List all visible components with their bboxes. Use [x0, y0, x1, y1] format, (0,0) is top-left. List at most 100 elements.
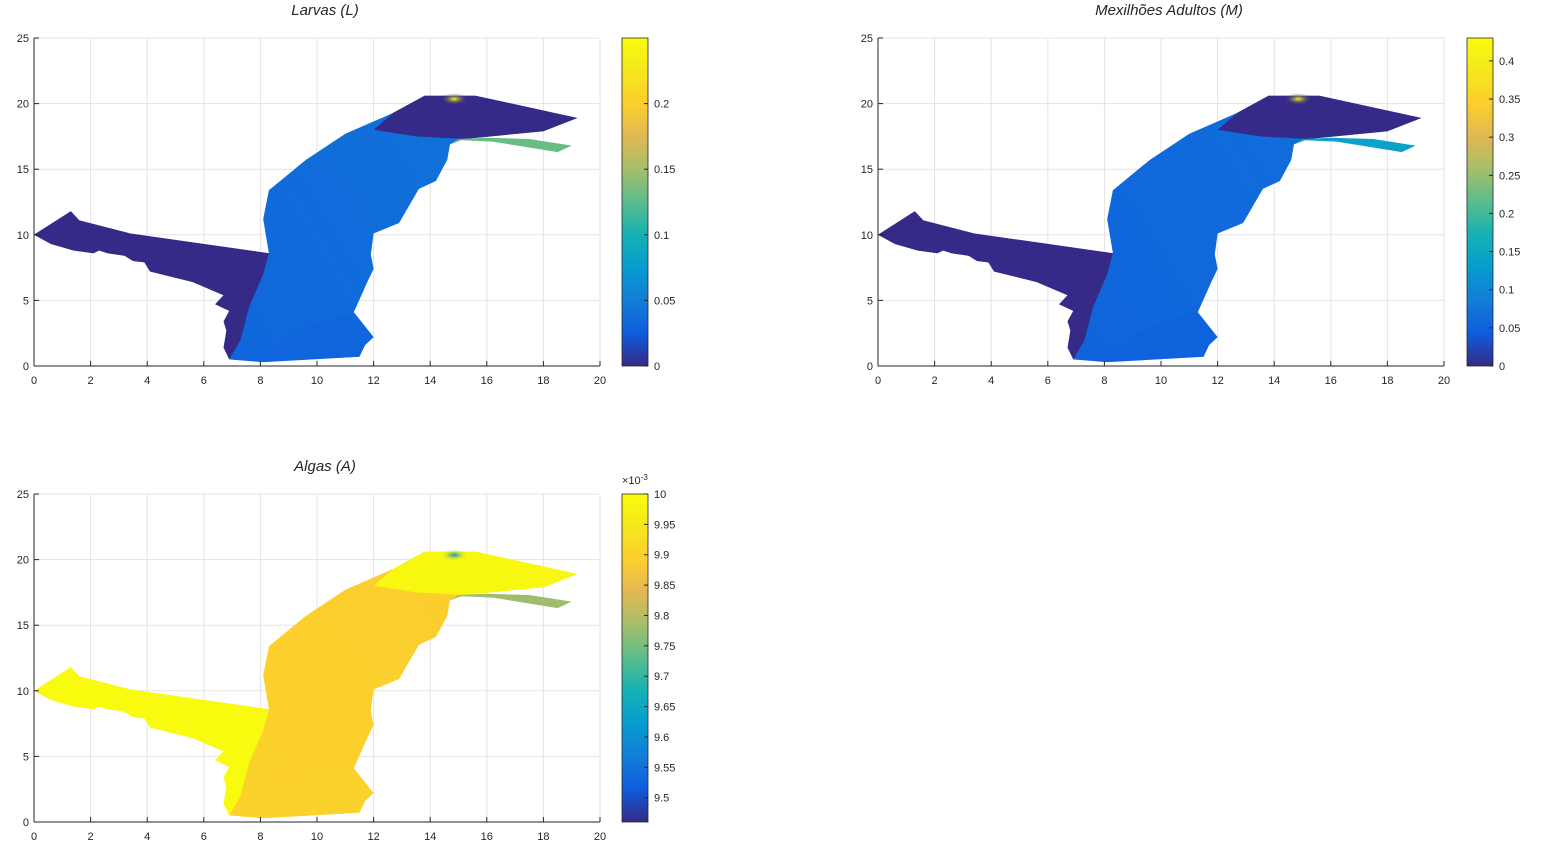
x-tick-label: 0 — [31, 375, 37, 387]
x-tick-label: 18 — [537, 375, 549, 387]
x-tick-label: 20 — [1438, 375, 1450, 387]
chart-panel-2: 0 2 4 6 8 10 12 14 16 18 20 0 5 10 15 20 25 Mexilhões Adu… — [861, 2, 1521, 387]
northeast-arm-region — [373, 551, 578, 595]
colorbar-tick-label: 0.2 — [654, 99, 669, 111]
colorbar — [1466, 37, 1494, 367]
y-tick-label: 25 — [861, 33, 873, 45]
y-tick-label: 5 — [23, 295, 29, 307]
colorbar-exponent-label: ×10-3 — [622, 473, 648, 487]
y-tick-label: 20 — [17, 555, 29, 567]
y-tick-label: 0 — [23, 361, 29, 373]
x-tick-label: 0 — [31, 831, 37, 843]
colorbar — [621, 37, 649, 367]
lower-basin-region — [229, 768, 374, 819]
chart-title: Larvas (L) — [291, 2, 359, 19]
hotspot-region — [1284, 93, 1313, 106]
y-tick-label: 10 — [861, 230, 873, 242]
x-tick-label: 12 — [367, 375, 379, 387]
colorbar-tick-label: 9.9 — [654, 550, 669, 562]
lower-basin-region — [229, 312, 374, 363]
y-tick-label: 0 — [867, 361, 873, 373]
colorbar-tick-label: 0.35 — [1499, 94, 1520, 106]
x-tick-label: 16 — [1325, 375, 1337, 387]
colorbar-tick-label: 0.3 — [1499, 132, 1514, 144]
colorbar — [621, 493, 649, 823]
x-tick-label: 6 — [1045, 375, 1051, 387]
estuary-basin — [34, 95, 578, 363]
estuary-basin — [34, 551, 578, 819]
colorbar-tick-label: 0.2 — [1499, 208, 1514, 220]
northeast-arm-region — [373, 95, 578, 139]
x-tick-label: 4 — [144, 375, 150, 387]
y-tick-label: 15 — [17, 620, 29, 632]
x-tick-label: 8 — [257, 831, 263, 843]
chart-title: Mexilhões Adultos (M) — [1095, 2, 1243, 19]
colorbar-tick-label: 0 — [1499, 361, 1505, 373]
colorbar-tick-label: 9.75 — [654, 641, 675, 653]
colorbar-tick-label: 9.95 — [654, 519, 675, 531]
lower-basin-region — [1073, 312, 1218, 363]
colorbar-tick-label: 9.65 — [654, 702, 675, 714]
west-channel-region — [878, 211, 1113, 360]
y-tick-label: 20 — [861, 99, 873, 111]
x-tick-label: 14 — [424, 831, 436, 843]
x-tick-label: 10 — [311, 831, 323, 843]
x-tick-label: 10 — [1155, 375, 1167, 387]
colorbar-tick-label: 9.5 — [654, 793, 669, 805]
west-channel-region — [34, 211, 269, 360]
x-tick-label: 20 — [594, 831, 606, 843]
y-tick-label: 0 — [23, 817, 29, 829]
x-tick-label: 2 — [88, 831, 94, 843]
colorbar-tick-label: 0 — [654, 361, 660, 373]
chart-panel-3: 0 2 4 6 8 10 12 14 16 18 20 0 5 10 15 20 25 Algas (A) 9.5 9… — [17, 458, 676, 843]
y-tick-label: 15 — [17, 164, 29, 176]
colorbar-tick-label: 9.8 — [654, 610, 669, 622]
x-tick-label: 16 — [481, 831, 493, 843]
colorbar-tick-label: 0.1 — [1499, 285, 1514, 297]
x-tick-label: 4 — [144, 831, 150, 843]
hotspot-region — [440, 93, 469, 106]
colorbar-tick-label: 9.7 — [654, 671, 669, 683]
colorbar-tick-label: 0.25 — [1499, 170, 1520, 182]
x-tick-label: 12 — [367, 831, 379, 843]
x-tick-label: 12 — [1211, 375, 1223, 387]
west-channel-region — [34, 667, 269, 816]
x-tick-label: 16 — [481, 375, 493, 387]
east-spur-region — [1294, 137, 1416, 153]
colorbar-tick-label: 0.4 — [1499, 56, 1514, 68]
y-tick-label: 5 — [23, 751, 29, 763]
x-tick-label: 14 — [424, 375, 436, 387]
x-tick-label: 2 — [88, 375, 94, 387]
x-tick-label: 2 — [932, 375, 938, 387]
x-tick-label: 6 — [201, 831, 207, 843]
colorbar-tick-label: 0.15 — [654, 164, 675, 176]
x-tick-label: 6 — [201, 375, 207, 387]
y-tick-label: 10 — [17, 686, 29, 698]
x-tick-label: 18 — [537, 831, 549, 843]
colorbar-tick-label: 10 — [654, 489, 666, 501]
y-tick-label: 5 — [867, 295, 873, 307]
x-tick-label: 8 — [1101, 375, 1107, 387]
chart-panel-1: 0 2 4 6 8 10 12 14 16 18 20 0 5 10 15 20 25 Larvas (L) 0 0.… — [17, 2, 676, 387]
x-tick-label: 4 — [988, 375, 994, 387]
hotspot-region — [440, 549, 469, 562]
x-tick-label: 14 — [1268, 375, 1280, 387]
colorbar-tick-label: 9.55 — [654, 762, 675, 774]
chart-title: Algas (A) — [293, 458, 356, 475]
x-tick-label: 10 — [311, 375, 323, 387]
east-spur-region — [450, 137, 572, 153]
colorbar-tick-label: 0.15 — [1499, 247, 1520, 259]
colorbar-tick-label: 0.05 — [654, 295, 675, 307]
estuary-basin — [878, 95, 1422, 363]
x-tick-label: 20 — [594, 375, 606, 387]
y-tick-label: 10 — [17, 230, 29, 242]
y-tick-label: 25 — [17, 33, 29, 45]
colorbar-tick-label: 0.1 — [654, 230, 669, 242]
x-tick-label: 18 — [1381, 375, 1393, 387]
colorbar-tick-label: 9.6 — [654, 732, 669, 744]
x-tick-label: 0 — [875, 375, 881, 387]
y-tick-label: 20 — [17, 99, 29, 111]
colorbar-exponent-power: -3 — [641, 473, 649, 482]
northeast-arm-region — [1217, 95, 1422, 139]
